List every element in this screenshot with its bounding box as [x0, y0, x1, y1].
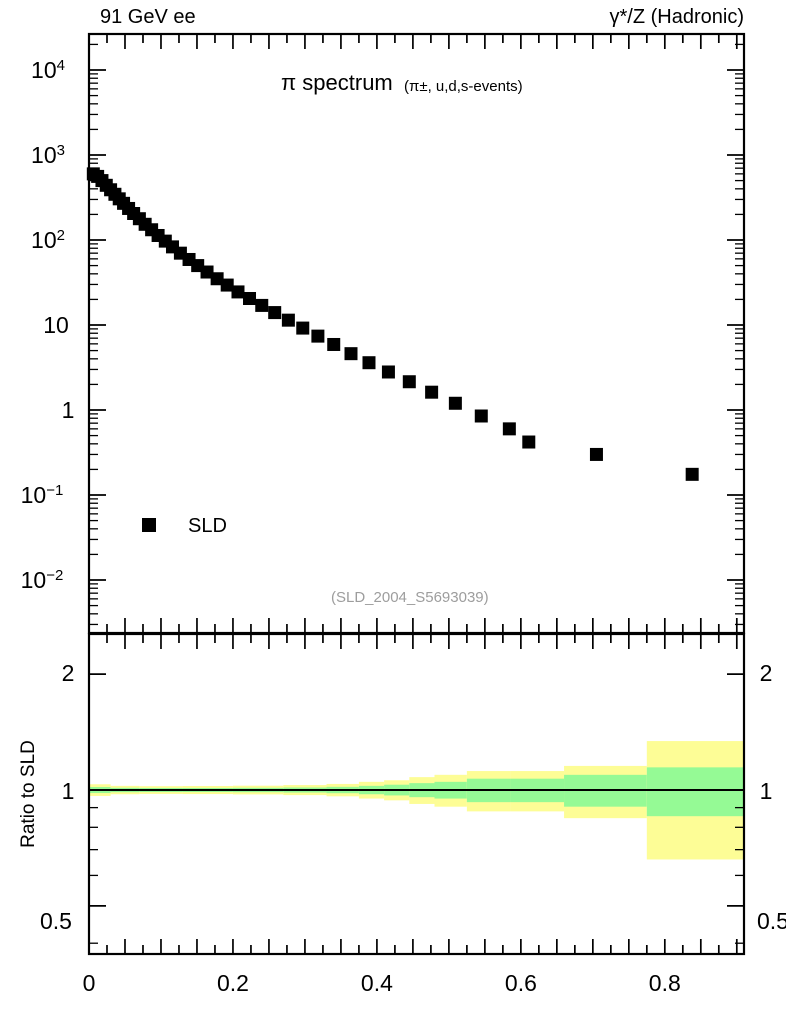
- reference-code-label: (SLD_2004_S5693039): [331, 589, 489, 606]
- main-y-ticklabel-1e3: 103: [31, 142, 65, 168]
- data-point-marker: [327, 337, 341, 351]
- main-axis-ticks: [88, 34, 744, 633]
- data-point-marker: [311, 329, 325, 343]
- data-point-marker: [296, 321, 310, 335]
- legend-marker-sld: [142, 518, 156, 532]
- legend: SLD: [142, 515, 227, 537]
- main-y-ticklabel-1: 1: [62, 397, 75, 423]
- main-plot-background: [89, 34, 744, 633]
- ratio-y-ticklabel-2-right: 2: [760, 660, 773, 686]
- ratio-panel-frame: [87, 632, 746, 956]
- x-axis-ticklabel: 0: [83, 970, 96, 996]
- data-point-marker: [522, 435, 536, 449]
- data-point-marker: [589, 447, 603, 461]
- ratio-y-axis-label: Ratio to SLD: [18, 740, 39, 848]
- ratio-y-ticklabel-0.5-right: 0.5: [757, 908, 786, 934]
- header-left-label: 91 GeV ee: [100, 6, 196, 28]
- header-right-label: γ*/Z (Hadronic): [609, 6, 744, 28]
- data-point-marker: [231, 285, 245, 299]
- x-axis-ticklabel: 0.6: [505, 970, 537, 996]
- data-point-marker: [448, 396, 462, 410]
- data-point-marker: [425, 385, 439, 399]
- ratio-panel: 2 1 0.5 2 1 0.5 Ratio to SLD 0 0.2 0.4 0.6 0…: [18, 632, 786, 996]
- data-point-marker: [344, 347, 358, 361]
- data-point-marker: [402, 375, 416, 389]
- ratio-y-ticklabel-2-left: 2: [62, 660, 75, 686]
- main-y-ticklabel-1e2: 102: [31, 227, 65, 253]
- main-y-ticklabel-1e-2: 10−2: [21, 567, 64, 593]
- main-plot-title: π spectrum: [281, 70, 393, 95]
- data-point-marker: [381, 365, 395, 379]
- data-point-marker: [474, 409, 488, 423]
- data-point-marker: [210, 272, 224, 286]
- data-point-marker: [255, 298, 269, 312]
- data-point-marker: [268, 306, 282, 320]
- main-y-ticklabel-1e-1: 10−1: [21, 482, 64, 508]
- data-point-marker: [362, 356, 376, 370]
- ratio-band-inner: [646, 767, 744, 817]
- data-point-marker: [685, 467, 699, 481]
- main-plot-title-sub: (π±, u,d,s-events): [404, 78, 523, 95]
- ratio-y-ticklabel-1-right: 1: [760, 778, 773, 804]
- x-axis-ticklabel: 0.8: [649, 970, 681, 996]
- data-point-marker: [200, 265, 214, 279]
- main-panel: π spectrum (π±, u,d,s-events) 104 103 10…: [21, 32, 746, 635]
- main-y-ticklabel-1e4: 104: [31, 57, 65, 83]
- x-axis-ticklabel: 0.2: [217, 970, 249, 996]
- main-y-ticklabels: 104 103 102 10 1 10−1 10−2: [21, 57, 75, 593]
- x-axis-ticklabels: 0 0.2 0.4 0.6 0.8: [83, 970, 681, 996]
- ratio-y-ticklabel-1-left: 1: [62, 778, 75, 804]
- ratio-y-ticklabel-0.5-left: 0.5: [40, 908, 72, 934]
- data-point-marker: [220, 278, 234, 292]
- data-point-marker: [281, 313, 295, 327]
- data-point-marker: [502, 422, 516, 436]
- legend-label-sld: SLD: [188, 515, 227, 537]
- main-y-ticklabel-10: 10: [43, 312, 69, 338]
- data-series-sld: [86, 167, 699, 481]
- data-point-marker: [243, 292, 257, 305]
- x-axis-ticklabel: 0.4: [361, 970, 393, 996]
